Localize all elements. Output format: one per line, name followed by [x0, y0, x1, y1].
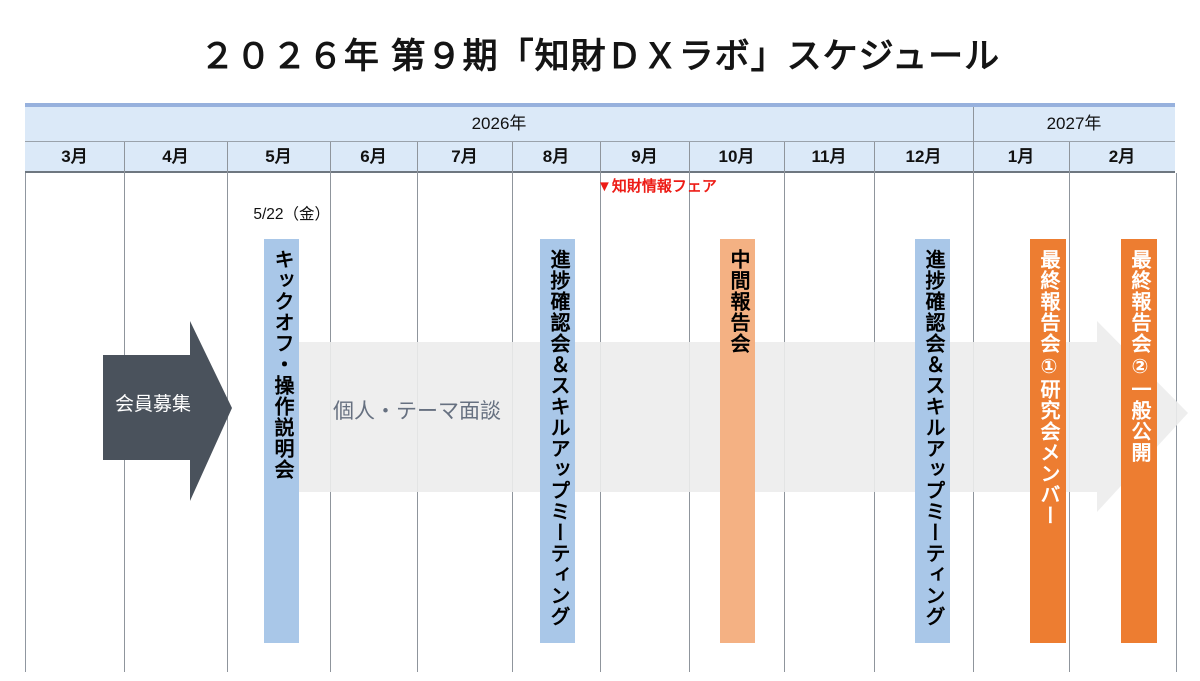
schedule-table: 2026年 2027年 3月 4月 5月 6月 7月 8月 9月 10月 11月… — [25, 103, 1188, 677]
column-divider — [874, 142, 875, 672]
kickoff-date-annotation: 5/22（金） — [253, 206, 330, 223]
month-cell-6: 6月 — [360, 147, 387, 166]
month-cell-4: 4月 — [162, 147, 189, 166]
month-cell-11: 11月 — [811, 147, 847, 166]
table-top-accent-line — [25, 103, 1175, 107]
table-body — [25, 173, 1177, 672]
month-cell-8: 8月 — [542, 147, 570, 166]
column-divider — [784, 142, 785, 672]
year-header-row: 2026年 2027年 — [25, 107, 1175, 142]
column-divider — [330, 142, 331, 672]
event-bar-kickoff: キックオフ・操作説明会 — [264, 239, 299, 643]
month-cell-2: 2月 — [1108, 147, 1136, 166]
event-bar-interim-report: 中間報告会 — [720, 239, 755, 643]
column-divider — [600, 142, 601, 672]
month-cell-10: 10月 — [718, 147, 755, 166]
month-cell-1: 1月 — [1007, 147, 1035, 166]
recruitment-arrow-label: 会員募集 — [114, 394, 191, 415]
month-cell-9: 9月 — [631, 147, 658, 166]
chizai-fair-annotation: ▼知財情報フェア — [597, 178, 717, 195]
year-divider — [973, 107, 974, 672]
column-divider — [512, 142, 513, 672]
column-divider — [1069, 142, 1070, 672]
event-bar-final-report-1: 最終報告会①研究会メンバー — [1030, 239, 1066, 643]
event-bar-progress-aug: 進捗確認会＆スキルアップミーティング — [540, 239, 575, 643]
event-bar-final-report-2: 最終報告会②一般公開 — [1121, 239, 1157, 643]
event-bar-progress-dec: 進捗確認会＆スキルアップミーティング — [915, 239, 950, 643]
year-cell-2027: 2027年 — [1046, 114, 1102, 133]
year-cell-2026: 2026年 — [471, 114, 527, 133]
month-cell-5: 5月 — [265, 147, 292, 166]
month-cell-3: 3月 — [61, 147, 88, 166]
month-cell-12: 12月 — [905, 147, 942, 166]
page-title: ２０２６年 第９期「知財ＤＸラボ」スケジュール — [199, 37, 1001, 76]
column-divider — [689, 142, 690, 672]
interview-band-label: 個人・テーマ面談 — [333, 400, 501, 423]
month-cell-7: 7月 — [451, 147, 478, 166]
